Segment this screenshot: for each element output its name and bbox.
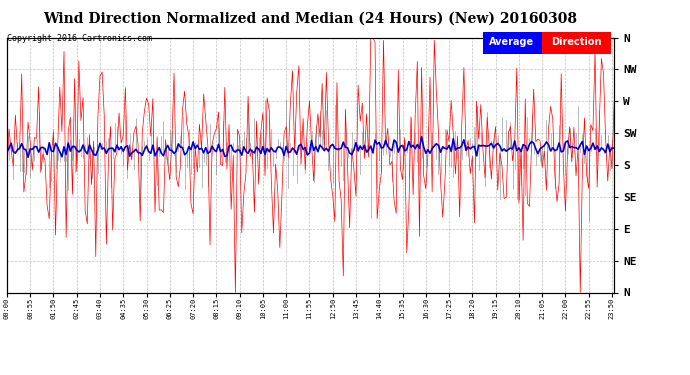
Text: Average: Average	[489, 37, 535, 47]
Text: Direction: Direction	[551, 37, 602, 47]
Text: Copyright 2016 Cartronics.com: Copyright 2016 Cartronics.com	[7, 34, 152, 43]
Text: Wind Direction Normalized and Median (24 Hours) (New) 20160308: Wind Direction Normalized and Median (24…	[43, 11, 578, 25]
